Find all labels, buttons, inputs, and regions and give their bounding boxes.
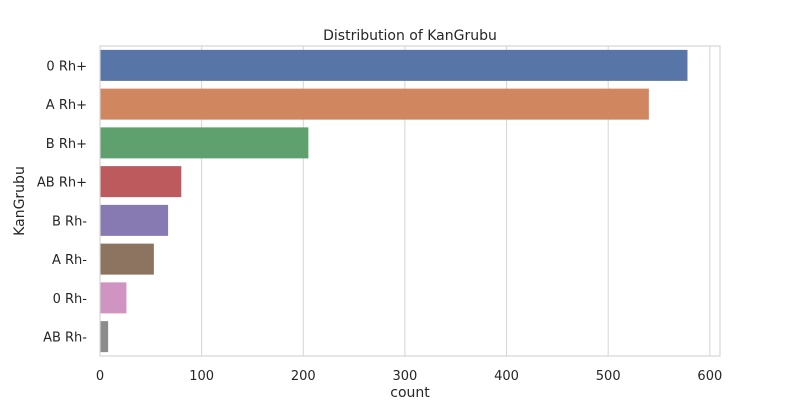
x-axis-label: count [390,385,430,400]
y-tick-label: A Rh- [52,253,87,268]
bar [100,204,169,236]
y-tick-label: A Rh+ [46,98,87,113]
bar [100,127,309,159]
y-tick-label: AB Rh+ [37,176,87,191]
x-tick-label: 400 [494,369,519,384]
bar [100,282,127,314]
y-tick-label: B Rh- [52,214,87,229]
bar [100,49,688,81]
bar [100,243,154,275]
y-axis-label: KanGrubu [12,166,28,236]
x-tick-label: 0 [96,369,104,384]
bar [100,88,649,120]
bar [100,321,109,353]
y-tick-labels: 0 Rh+ A Rh+ B Rh+ AB Rh+ B Rh- A Rh- 0 Rh- AB R… [37,59,87,345]
x-tick-label: 300 [393,369,418,384]
x-tick-label: 200 [291,369,316,384]
plot-frame [99,45,721,357]
bar-layer [100,49,688,353]
y-tick-label: AB Rh- [43,331,87,346]
x-tick-label: 500 [596,369,621,384]
y-tick-label: 0 Rh- [53,292,88,307]
x-tick-label: 600 [697,369,722,384]
y-tick-label: 0 Rh+ [46,59,87,74]
y-tick-label: B Rh+ [46,137,87,152]
x-tick-label: 100 [189,369,214,384]
bar [100,166,182,198]
chart-title: Distribution of KanGrubu [323,28,497,44]
x-tick-labels: 0 100 200 300 400 500 600 [96,369,722,384]
